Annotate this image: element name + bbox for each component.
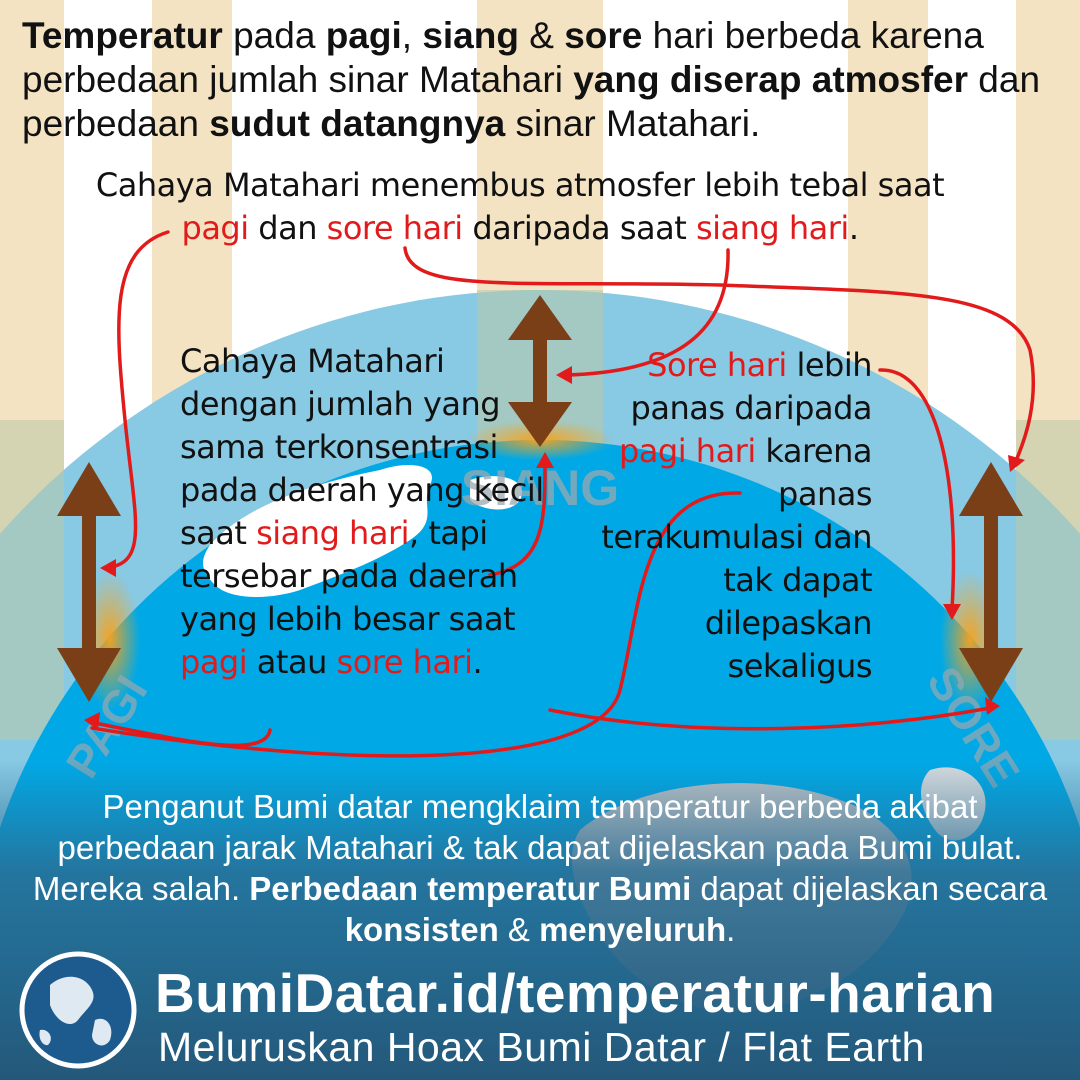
thickness-arrow-pagi: [57, 462, 121, 702]
bottom-text: dapat dijelaskan secara: [691, 870, 1048, 907]
headline-text: &: [518, 15, 565, 56]
bottom-text: &: [498, 911, 540, 948]
caption-top: Cahaya Matahari menembus atmosfer lebih …: [40, 164, 1000, 250]
globe-logo-icon: [19, 951, 137, 1069]
caption-text: daripada saat: [462, 209, 696, 247]
caption-sore-hari: sore hari: [326, 209, 464, 247]
headline-bold: pagi: [325, 15, 402, 56]
tagline: Meluruskan Hoax Bumi Datar / Flat Earth: [158, 1024, 925, 1070]
left-siang-hari: siang hari: [256, 514, 409, 552]
connector-arrows: [88, 230, 1035, 758]
right-pagi-hari: pagi hari: [618, 432, 756, 470]
headline-text: pada: [222, 15, 326, 56]
connector-arrowheads: [84, 366, 1025, 730]
headline-bold: siang: [422, 15, 519, 56]
headline-text: hari berbeda karena perbedaan jumlah sin…: [22, 15, 984, 100]
arrow-sorehari-to-right: [403, 246, 1035, 465]
bottom-text: Penganut Bumi datar mengklaim temperatur…: [32, 788, 1023, 907]
headline-bold: sore: [564, 15, 643, 56]
arrow-leftsore-to-sore: [548, 706, 992, 731]
left-text: , tapi tersebar pada daerah yang lebih b…: [180, 514, 518, 638]
left-pagi: pagi: [180, 643, 248, 681]
right-sore-hari: Sore hari: [647, 346, 787, 384]
arrow-leftsianghari-to-center: [488, 460, 547, 577]
bottom-bold: konsisten: [344, 911, 499, 948]
headline: Temperatur pada pagi, siang & sore hari …: [22, 14, 1062, 146]
left-text: .: [472, 643, 483, 681]
headline-bold: sudut datangnya: [209, 103, 506, 144]
site-url[interactable]: BumiDatar.id/temperatur-harian: [155, 962, 996, 1024]
island-continent: [203, 465, 432, 597]
label-siang: SIANG: [461, 460, 619, 516]
caption-text: dan: [248, 209, 327, 247]
arrow-pagihari-to-pagi: [90, 491, 742, 758]
bottom-text: .: [726, 911, 736, 948]
arrow-sianghari-to-center: [563, 248, 730, 377]
thickness-arrow-siang: [508, 295, 572, 447]
caption-siang-hari: siang hari: [695, 209, 849, 247]
arrow-pagi-to-left: [102, 230, 170, 570]
bottom-paragraph: Penganut Bumi datar mengklaim temperatur…: [20, 786, 1060, 950]
left-sore-hari: sore hari: [336, 643, 474, 681]
left-explanation: Cahaya Matahari dengan jumlah yang sama …: [180, 340, 560, 684]
bottom-bold: Perbedaan temperatur Bumi: [249, 870, 692, 907]
island-small: [470, 476, 522, 510]
headline-text: sinar Matahari.: [505, 103, 761, 144]
thickness-arrow-sore: [959, 462, 1023, 702]
caption-line: Cahaya Matahari menembus atmosfer lebih …: [95, 166, 945, 204]
arrow-sore-to-sore-side: [878, 368, 956, 612]
caption-text: .: [848, 209, 859, 247]
beam-in-atmosphere-right: [1016, 420, 1080, 740]
headline-text: ,: [401, 15, 423, 56]
headline-text: dan perbedaan: [22, 59, 1041, 144]
bottom-fade: [0, 760, 1080, 1080]
left-text: atau: [247, 643, 337, 681]
right-explanation: Sore hari lebih panas daripada pagi hari…: [600, 344, 872, 688]
caption-pagi: pagi: [181, 209, 250, 247]
right-text: karena panas terakumulasi dan tak dapat …: [601, 432, 872, 685]
right-text: lebih panas daripada: [630, 346, 873, 427]
beam-in-atmosphere-left: [0, 420, 64, 740]
headline-bold: Temperatur: [22, 15, 223, 56]
bottom-bold: menyeluruh: [539, 911, 727, 948]
headline-bold: yang diserap atmosfer: [573, 59, 969, 100]
left-text: Cahaya Matahari dengan jumlah yang sama …: [180, 342, 544, 552]
